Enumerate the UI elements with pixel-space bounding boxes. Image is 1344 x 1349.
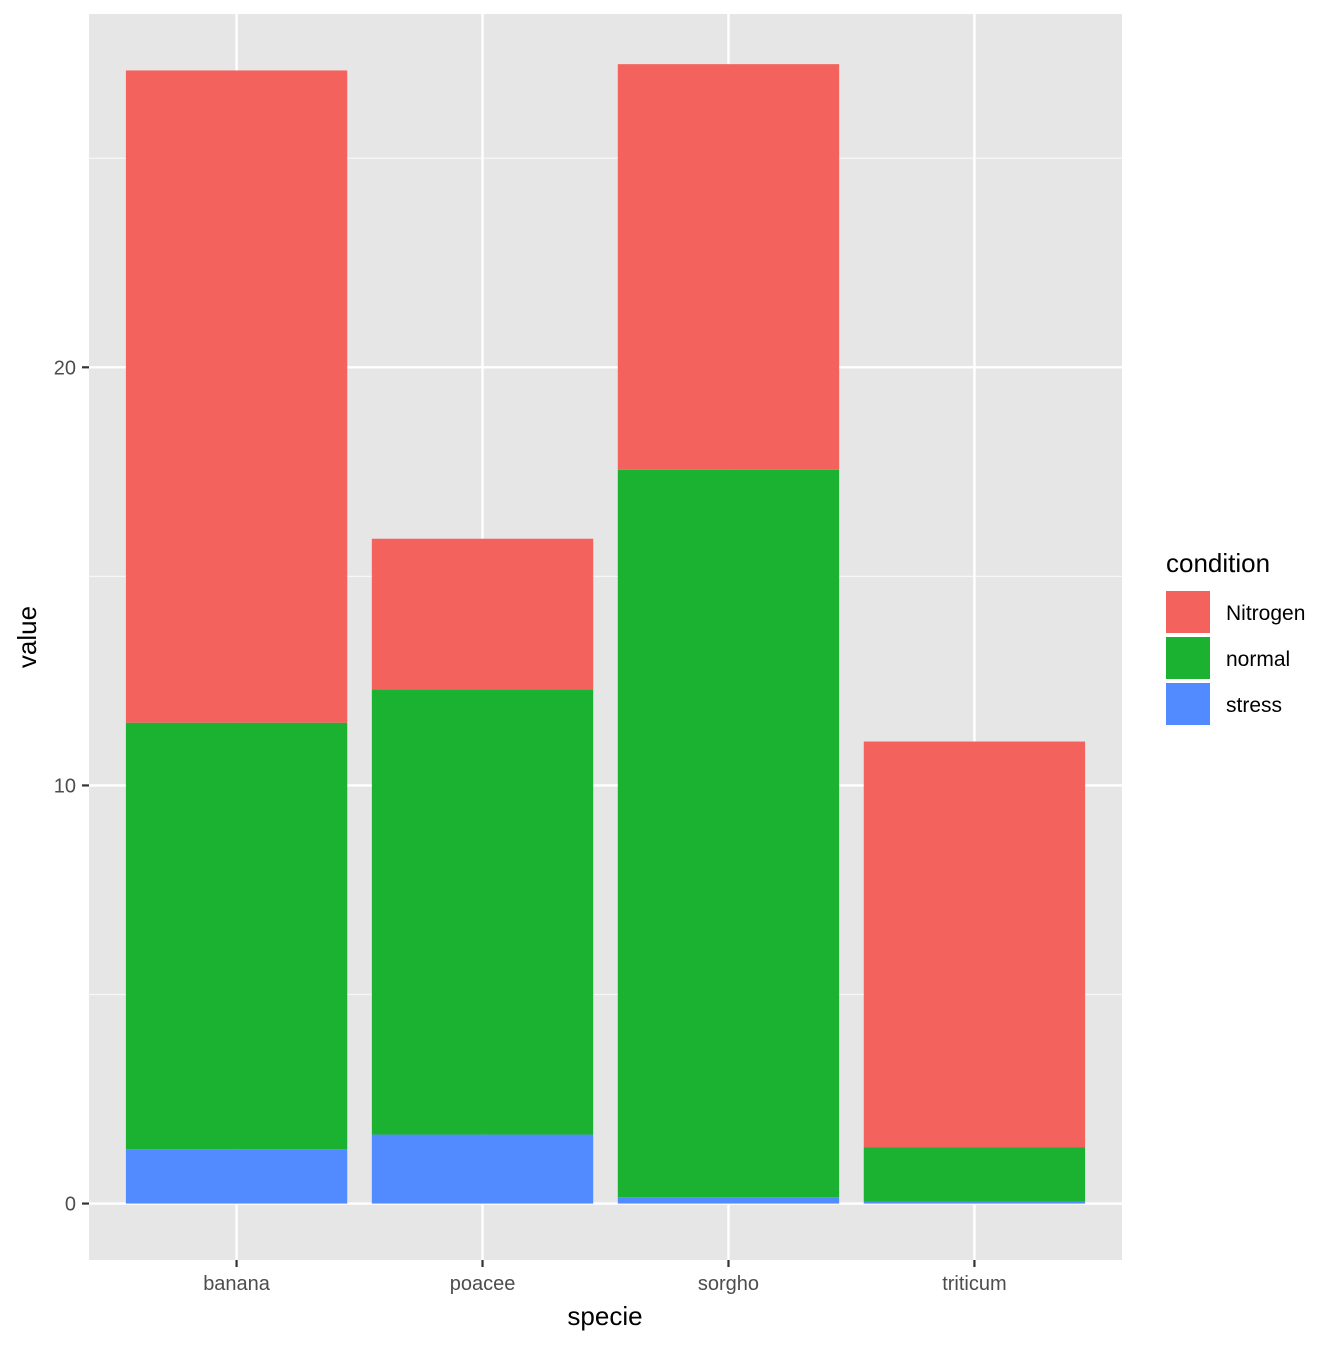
bar-triticum-stress — [863, 1201, 1086, 1204]
bar-sorgho-nitrogen — [617, 64, 840, 470]
legend: condition Nitrogen normal stress — [1166, 548, 1305, 725]
x-axis: banana poacee sorgho triticum — [203, 1260, 1007, 1295]
y-tick-label: 20 — [54, 357, 76, 379]
bar-poacee-normal — [371, 689, 594, 1135]
y-tick-label: 0 — [65, 1194, 76, 1216]
legend-key-stress — [1166, 683, 1210, 725]
bars — [125, 64, 1086, 1204]
legend-key-normal — [1166, 637, 1210, 679]
bar-triticum-nitrogen — [863, 741, 1086, 1148]
legend-label-nitrogen: Nitrogen — [1226, 602, 1305, 625]
legend-key-nitrogen — [1166, 591, 1210, 633]
y-axis: 0 10 20 — [54, 357, 89, 1216]
bar-banana-normal — [125, 722, 348, 1150]
y-tick-label: 10 — [54, 775, 76, 797]
x-tick-label: triticum — [942, 1273, 1006, 1295]
bar-sorgho-normal — [617, 469, 840, 1198]
bar-triticum-normal — [863, 1147, 1086, 1202]
legend-title: condition — [1166, 548, 1270, 578]
legend-label-normal: normal — [1226, 648, 1290, 671]
bar-sorgho-stress — [617, 1197, 840, 1204]
bar-banana-stress — [125, 1149, 348, 1204]
x-axis-title: specie — [567, 1301, 642, 1331]
y-axis-title: value — [12, 606, 42, 668]
x-tick-label: poacee — [450, 1273, 516, 1295]
bar-banana-nitrogen — [125, 70, 348, 723]
bar-poacee-stress — [371, 1134, 594, 1204]
legend-label-stress: stress — [1226, 694, 1282, 717]
x-tick-label: sorgho — [698, 1273, 759, 1295]
x-tick-label: banana — [203, 1273, 271, 1295]
bar-poacee-nitrogen — [371, 538, 594, 690]
